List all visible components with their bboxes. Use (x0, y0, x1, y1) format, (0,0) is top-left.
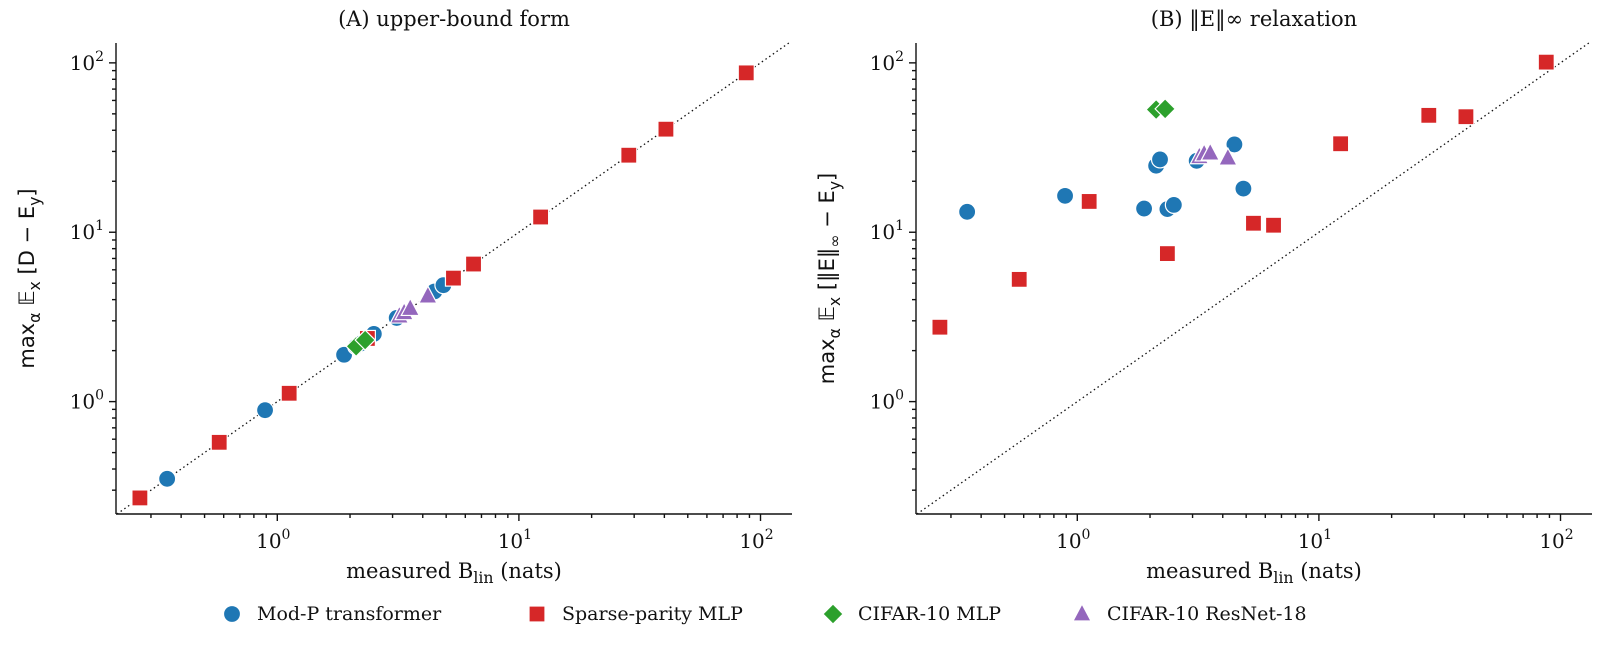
legend: Mod-P transformer Sparse-parity MLP CIFAR-… (222, 602, 1307, 625)
data-point (400, 297, 421, 317)
data-point (1332, 135, 1350, 153)
data-point (280, 384, 298, 402)
data-point (620, 146, 638, 164)
legend-label: Sparse-parity MLP (562, 603, 743, 625)
legend-item: Sparse-parity MLP (528, 603, 743, 625)
x-axis-label: measured Blin (nats) (346, 559, 562, 587)
data-point (444, 269, 463, 287)
x-tick-label: 101 (1298, 527, 1332, 553)
data-point (737, 64, 755, 82)
y-axis-label: maxα 𝔼x [‖E‖∞ − Ey] (815, 173, 844, 385)
x-axis-label: measured Blin (nats) (1146, 559, 1362, 587)
y-tick-label: 101 (870, 218, 904, 244)
chart-title: (A) upper-bound form (338, 7, 570, 31)
diamond-marker-icon (822, 603, 844, 625)
series-sparse-parity-mlp (931, 53, 1555, 336)
data-point (1200, 141, 1221, 161)
data-point (657, 120, 675, 138)
data-point (1150, 150, 1170, 169)
data-point (1537, 53, 1555, 71)
data-point (1134, 199, 1154, 218)
series-mod-p-transformer (958, 135, 1253, 221)
data-point (1244, 214, 1263, 232)
legend-label: CIFAR-10 MLP (858, 603, 1001, 625)
data-point (1420, 106, 1438, 124)
data-point (931, 318, 949, 336)
data-point (1217, 146, 1238, 166)
legend-item: CIFAR-10 ResNet-18 (1072, 602, 1307, 625)
y-axis-label: maxα 𝔼x [D − Ey] (15, 188, 44, 368)
data-point (1055, 186, 1075, 205)
y-tick-label: 102 (870, 49, 904, 75)
data-point (417, 284, 438, 304)
square-marker-icon (528, 605, 546, 623)
triangle-marker-icon (1072, 602, 1092, 622)
data-point (1225, 135, 1244, 154)
series-cifar-10-resnet-18 (1189, 141, 1238, 166)
data-point (532, 208, 550, 226)
panel-b: (B) ‖E‖∞ relaxation 100 101 102 100 101 102 mea… (815, 7, 1592, 587)
data-point (255, 401, 275, 420)
legend-label: CIFAR-10 ResNet-18 (1107, 603, 1307, 625)
data-point (354, 329, 376, 351)
x-tick-label: 102 (739, 527, 773, 553)
y-tick-label: 100 (70, 388, 104, 414)
data-point (958, 202, 977, 221)
data-point (1010, 270, 1028, 288)
data-point (1154, 98, 1176, 120)
reference-line-y-equals-x (916, 42, 1590, 515)
legend-label: Mod-P transformer (257, 603, 442, 625)
data-point (1164, 195, 1183, 215)
chart-title: (B) ‖E‖∞ relaxation (1151, 7, 1357, 32)
data-point (1264, 216, 1283, 234)
panel-a: (A) upper-bound form 100 101 102 100 101 102 me… (15, 7, 792, 587)
data-point (210, 433, 228, 451)
series-cifar-10-mlp (1145, 98, 1176, 121)
data-point (131, 489, 149, 507)
circle-marker-icon (222, 604, 242, 624)
data-point (158, 469, 177, 488)
legend-item: CIFAR-10 MLP (822, 603, 1001, 625)
y-tick-label: 102 (70, 49, 104, 75)
x-tick-label: 100 (256, 527, 290, 553)
x-tick-label: 102 (1539, 527, 1573, 553)
y-tick-label: 100 (870, 388, 904, 414)
legend-item: Mod-P transformer (222, 603, 442, 625)
data-point (1080, 192, 1098, 211)
series-cifar-10-resnet-18 (389, 284, 438, 324)
series-cifar-10-mlp (345, 329, 376, 358)
x-tick-label: 101 (498, 527, 532, 553)
data-point (1158, 244, 1176, 263)
y-tick-label: 101 (70, 218, 104, 244)
data-point (1234, 179, 1253, 198)
data-point (464, 255, 483, 273)
data-point (1457, 108, 1475, 126)
x-tick-label: 100 (1056, 527, 1090, 553)
